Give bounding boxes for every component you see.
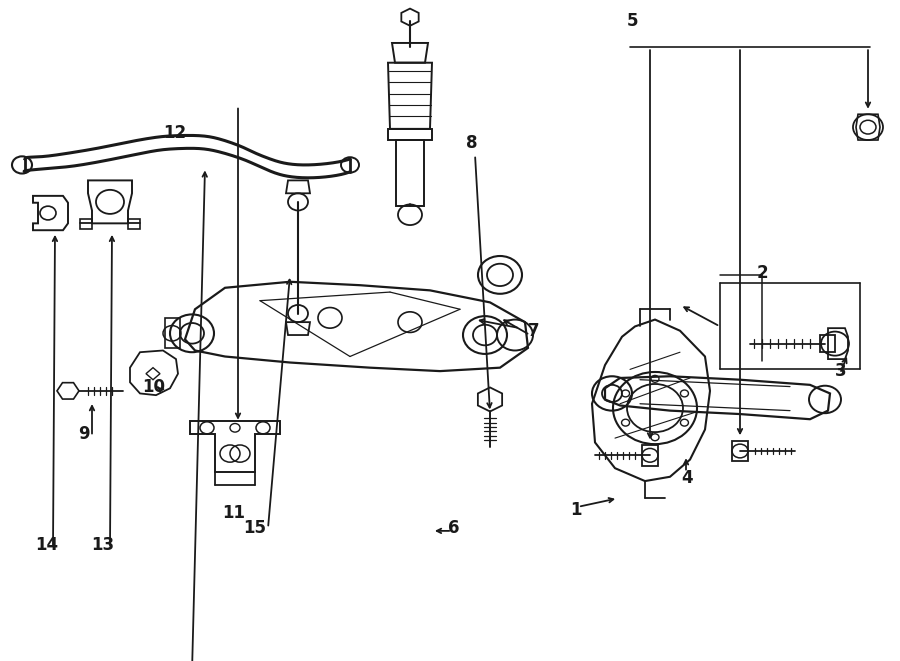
Text: 13: 13 — [92, 537, 114, 555]
Text: 9: 9 — [78, 425, 90, 443]
Text: 14: 14 — [35, 535, 58, 554]
Text: 5: 5 — [626, 13, 638, 30]
Text: 3: 3 — [835, 362, 847, 380]
Text: 10: 10 — [142, 377, 166, 395]
Text: 12: 12 — [164, 124, 186, 142]
Text: 6: 6 — [448, 520, 460, 537]
Text: 11: 11 — [222, 504, 246, 522]
Text: 7: 7 — [528, 322, 540, 340]
Text: 8: 8 — [466, 134, 478, 151]
Text: 2: 2 — [756, 264, 768, 282]
Text: 4: 4 — [681, 469, 693, 486]
Text: 1: 1 — [571, 501, 581, 520]
Text: 15: 15 — [244, 520, 266, 537]
